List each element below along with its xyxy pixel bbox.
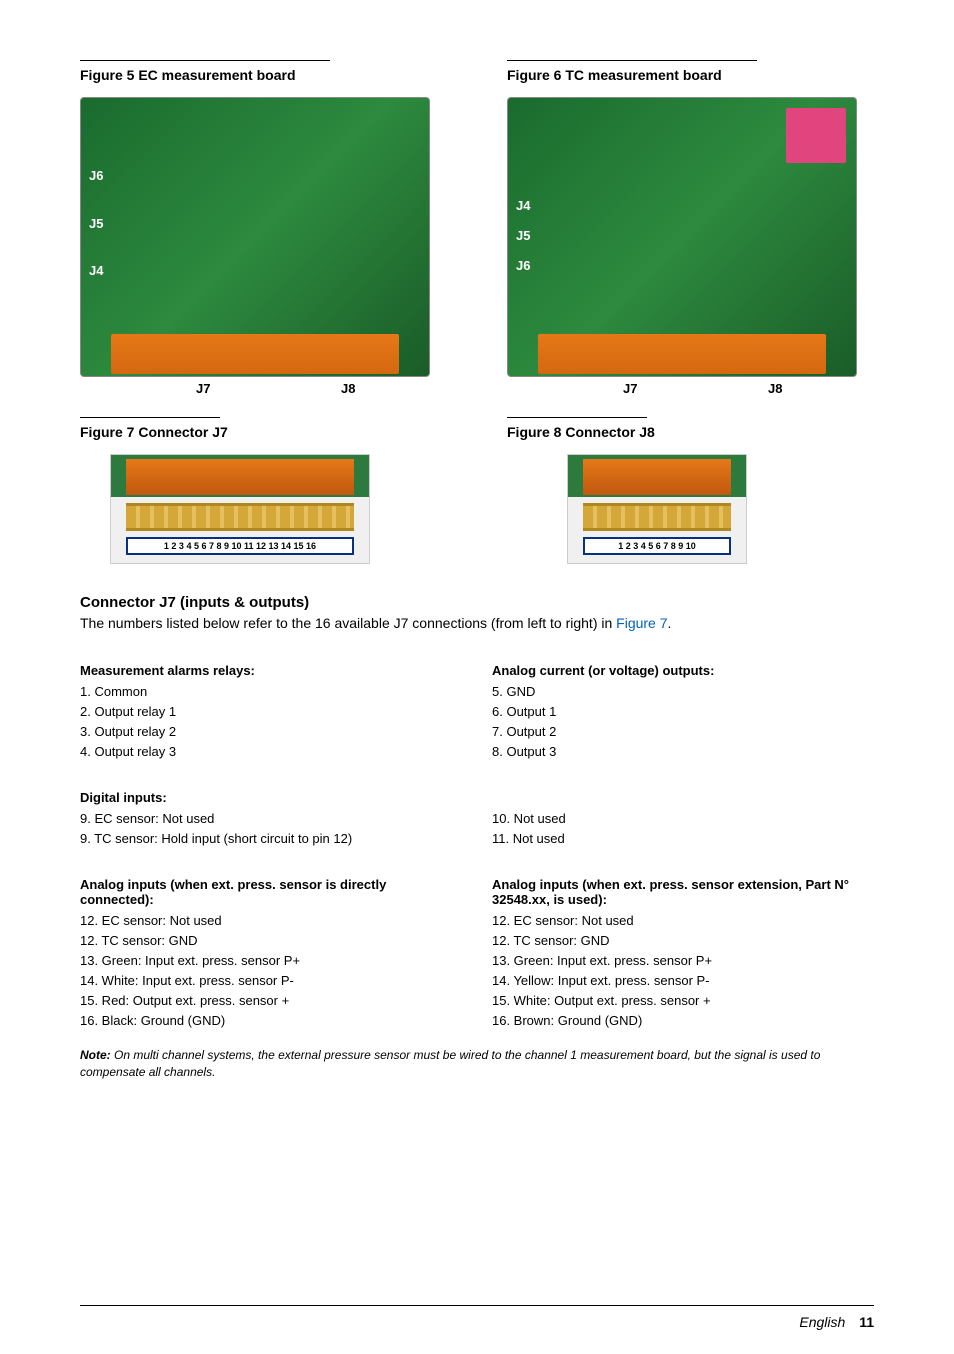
label-j4: J4 <box>516 198 530 213</box>
item: 12. TC sensor: GND <box>80 933 462 948</box>
group-2: Digital inputs: 9. EC sensor: Not used 9… <box>80 774 874 851</box>
conn-pins <box>126 503 354 531</box>
figure-rule <box>80 417 220 418</box>
item: 5. GND <box>492 684 874 699</box>
item: 10. Not used <box>492 811 874 826</box>
item: 9. TC sensor: Hold input (short circuit … <box>80 831 462 846</box>
group-3: Analog inputs (when ext. press. sensor i… <box>80 861 874 1033</box>
conn-terminal <box>126 459 354 495</box>
figure-6: Figure 6 TC measurement board J4 J5 J6 J… <box>507 60 874 377</box>
item: 12. TC sensor: GND <box>492 933 874 948</box>
heading: Analog inputs (when ext. press. sensor e… <box>492 877 874 907</box>
heading: Digital inputs: <box>80 790 462 805</box>
figure-7-title: Figure 7 Connector J7 <box>80 424 447 440</box>
heading <box>492 790 874 805</box>
label-j6: J6 <box>89 168 103 183</box>
footer-rule <box>80 1305 874 1306</box>
item: 16. Black: Ground (GND) <box>80 1013 462 1028</box>
label-j5: J5 <box>516 228 530 243</box>
item: 13. Green: Input ext. press. sensor P+ <box>80 953 462 968</box>
pin-numbers: 1 2 3 4 5 6 7 8 9 10 <box>583 537 731 555</box>
footer-lang: English <box>799 1314 845 1330</box>
item: 6. Output 1 <box>492 704 874 719</box>
intro-text: The numbers listed below refer to the 16… <box>80 615 874 631</box>
figure-rule <box>507 60 757 61</box>
label-j7: J7 <box>623 381 637 396</box>
col-right: 10. Not used 11. Not used <box>492 774 874 851</box>
col-right: Analog current (or voltage) outputs: 5. … <box>492 647 874 764</box>
item: 12. EC sensor: Not used <box>80 913 462 928</box>
pink-module <box>786 108 846 163</box>
heading: Measurement alarms relays: <box>80 663 462 678</box>
col-left: Analog inputs (when ext. press. sensor i… <box>80 861 462 1033</box>
boards-row: Figure 5 EC measurement board J6 J5 J4 J… <box>80 60 874 377</box>
figure-rule <box>80 60 330 61</box>
figure-5: Figure 5 EC measurement board J6 J5 J4 J… <box>80 60 447 377</box>
footer: English 11 <box>799 1314 874 1330</box>
label-j6: J6 <box>516 258 530 273</box>
intro-post: . <box>668 615 672 631</box>
item: 1. Common <box>80 684 462 699</box>
item: 13. Green: Input ext. press. sensor P+ <box>492 953 874 968</box>
connector-j7-image: 1 2 3 4 5 6 7 8 9 10 11 12 13 14 15 16 <box>110 454 370 564</box>
section-title: Connector J7 (inputs & outputs) <box>80 594 874 611</box>
heading: Analog inputs (when ext. press. sensor i… <box>80 877 462 907</box>
conn-pins <box>583 503 731 531</box>
figure-7-link[interactable]: Figure 7 <box>616 615 667 631</box>
ec-board-image: J6 J5 J4 J7 J8 <box>80 97 430 377</box>
figure-7: Figure 7 Connector J7 1 2 3 4 5 6 7 8 9 … <box>80 417 447 564</box>
item: 15. White: Output ext. press. sensor + <box>492 993 874 1008</box>
heading: Analog current (or voltage) outputs: <box>492 663 874 678</box>
note-body: On multi channel systems, the external p… <box>80 1048 820 1079</box>
pin-numbers: 1 2 3 4 5 6 7 8 9 10 11 12 13 14 15 16 <box>126 537 354 555</box>
item: 12. EC sensor: Not used <box>492 913 874 928</box>
group-1: Measurement alarms relays: 1. Common 2. … <box>80 647 874 764</box>
label-j4: J4 <box>89 263 103 278</box>
figure-8: Figure 8 Connector J8 1 2 3 4 5 6 7 8 9 … <box>507 417 874 564</box>
item: 2. Output relay 1 <box>80 704 462 719</box>
col-left: Measurement alarms relays: 1. Common 2. … <box>80 647 462 764</box>
item: 9. EC sensor: Not used <box>80 811 462 826</box>
connectors-row: Figure 7 Connector J7 1 2 3 4 5 6 7 8 9 … <box>80 417 874 564</box>
label-j8: J8 <box>341 381 355 396</box>
col-right: Analog inputs (when ext. press. sensor e… <box>492 861 874 1033</box>
item: 14. White: Input ext. press. sensor P- <box>80 973 462 988</box>
tc-board-image: J4 J5 J6 J7 J8 <box>507 97 857 377</box>
item: 7. Output 2 <box>492 724 874 739</box>
item: 16. Brown: Ground (GND) <box>492 1013 874 1028</box>
connector-j8-image: 1 2 3 4 5 6 7 8 9 10 <box>567 454 747 564</box>
figure-rule <box>507 417 647 418</box>
figure-5-title: Figure 5 EC measurement board <box>80 67 447 83</box>
label-j5: J5 <box>89 216 103 231</box>
item: 4. Output relay 3 <box>80 744 462 759</box>
note: Note: On multi channel systems, the exte… <box>80 1047 874 1081</box>
board-connector <box>111 334 399 374</box>
col-left: Digital inputs: 9. EC sensor: Not used 9… <box>80 774 462 851</box>
intro-pre: The numbers listed below refer to the 16… <box>80 615 616 631</box>
item: 8. Output 3 <box>492 744 874 759</box>
item: 14. Yellow: Input ext. press. sensor P- <box>492 973 874 988</box>
figure-8-title: Figure 8 Connector J8 <box>507 424 874 440</box>
label-j8: J8 <box>768 381 782 396</box>
board-connector <box>538 334 826 374</box>
item: 3. Output relay 2 <box>80 724 462 739</box>
note-label: Note: <box>80 1048 111 1062</box>
item: 15. Red: Output ext. press. sensor + <box>80 993 462 1008</box>
footer-page: 11 <box>859 1314 874 1330</box>
figure-6-title: Figure 6 TC measurement board <box>507 67 874 83</box>
item: 11. Not used <box>492 831 874 846</box>
conn-terminal <box>583 459 731 495</box>
label-j7: J7 <box>196 381 210 396</box>
